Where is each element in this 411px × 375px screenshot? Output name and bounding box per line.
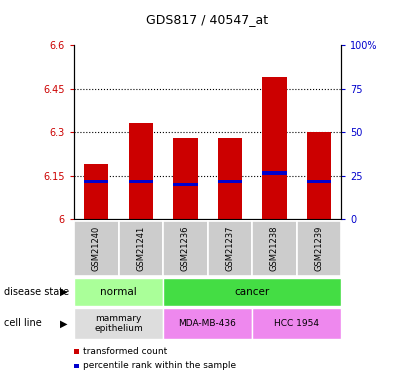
- Bar: [163, 221, 208, 276]
- Text: GSM21240: GSM21240: [92, 226, 101, 271]
- Bar: [262, 171, 286, 175]
- Text: GDS817 / 40547_at: GDS817 / 40547_at: [146, 13, 269, 26]
- Text: ▶: ▶: [60, 318, 67, 328]
- Bar: [74, 221, 118, 276]
- Bar: [74, 278, 163, 306]
- Text: normal: normal: [100, 286, 137, 297]
- Text: GSM21238: GSM21238: [270, 226, 279, 271]
- Text: disease state: disease state: [4, 286, 69, 297]
- Text: GSM21237: GSM21237: [225, 226, 234, 271]
- Bar: [84, 180, 109, 183]
- Text: HCC 1954: HCC 1954: [274, 319, 319, 328]
- Bar: [217, 180, 242, 183]
- Text: cancer: cancer: [234, 286, 270, 297]
- Bar: [307, 132, 331, 219]
- Bar: [84, 164, 109, 219]
- Text: GSM21241: GSM21241: [136, 226, 145, 271]
- Bar: [297, 221, 341, 276]
- Bar: [163, 278, 341, 306]
- Bar: [163, 308, 252, 339]
- Bar: [252, 221, 297, 276]
- Text: GSM21236: GSM21236: [181, 226, 190, 271]
- Text: percentile rank within the sample: percentile rank within the sample: [83, 362, 237, 370]
- Text: transformed count: transformed count: [83, 347, 168, 356]
- Text: cell line: cell line: [4, 318, 42, 328]
- Bar: [129, 123, 153, 219]
- Bar: [262, 77, 286, 219]
- Bar: [252, 308, 341, 339]
- Bar: [74, 308, 163, 339]
- Text: GSM21239: GSM21239: [314, 226, 323, 271]
- Bar: [217, 138, 242, 219]
- Text: MDA-MB-436: MDA-MB-436: [179, 319, 236, 328]
- Bar: [307, 180, 331, 183]
- Bar: [173, 183, 198, 186]
- Text: mammary
epithelium: mammary epithelium: [94, 314, 143, 333]
- Bar: [173, 138, 198, 219]
- Bar: [129, 180, 153, 183]
- Bar: [208, 221, 252, 276]
- Text: ▶: ▶: [60, 286, 67, 297]
- Bar: [118, 221, 163, 276]
